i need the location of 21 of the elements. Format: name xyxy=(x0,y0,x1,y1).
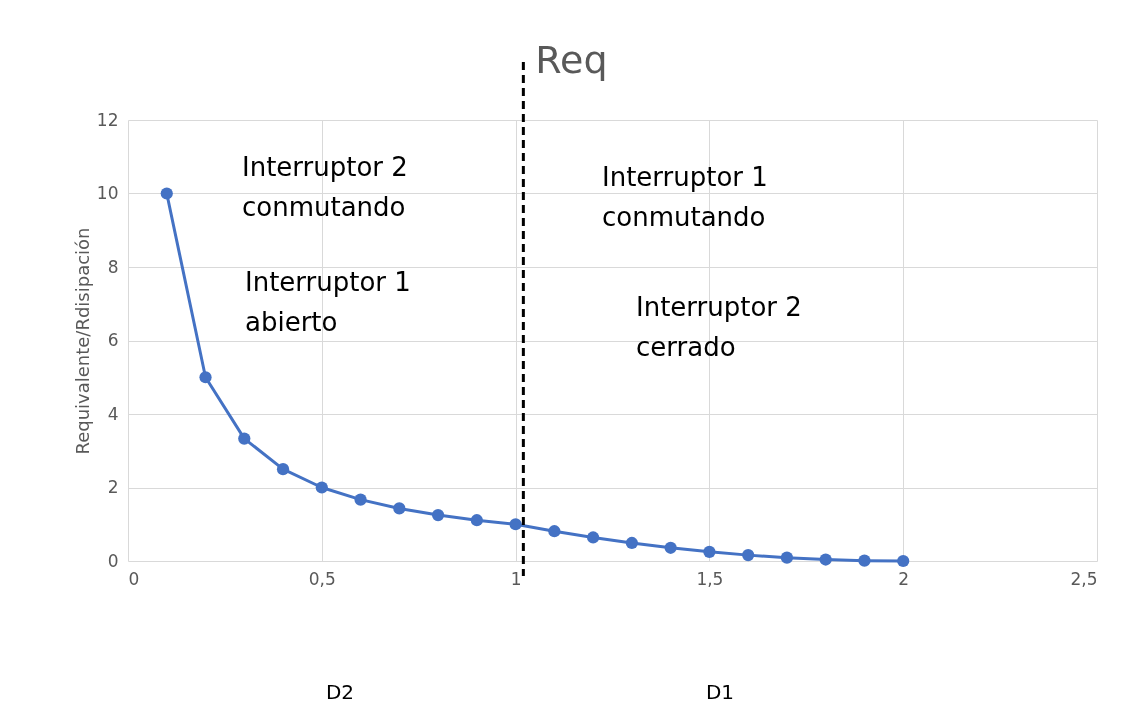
ref-line-label: Req xyxy=(535,38,608,82)
text: D2 xyxy=(325,680,355,704)
y-tick-label: 6 xyxy=(107,330,119,350)
x-tick-label: 1,5 xyxy=(696,568,724,589)
y-tick-label: 8 xyxy=(107,256,119,277)
annotation: Interruptor 2 cerrado xyxy=(636,292,802,363)
y-tick-label: 4 xyxy=(107,403,119,424)
x-tick-label: 0 xyxy=(128,568,140,589)
y-tick-label: 2 xyxy=(107,477,119,497)
y-tick-label: 0 xyxy=(107,550,119,571)
y-axis-title: Requivalente/Rdisipación xyxy=(71,227,93,455)
x-tick-label: 1 xyxy=(510,568,522,589)
y-tick-label: 10 xyxy=(96,183,119,203)
annotation: Interruptor 1 conmutando xyxy=(602,162,768,233)
x-tick-label: 0,5 xyxy=(308,568,336,589)
x-tick-label: 2 xyxy=(898,568,910,589)
x-tick-label: 2,5 xyxy=(1070,568,1098,589)
annotation: Interruptor 1 abierto xyxy=(245,267,411,338)
annotation: Interruptor 2 conmutando xyxy=(242,152,408,223)
y-tick-label: 12 xyxy=(96,109,119,130)
text: D1 xyxy=(705,680,735,704)
